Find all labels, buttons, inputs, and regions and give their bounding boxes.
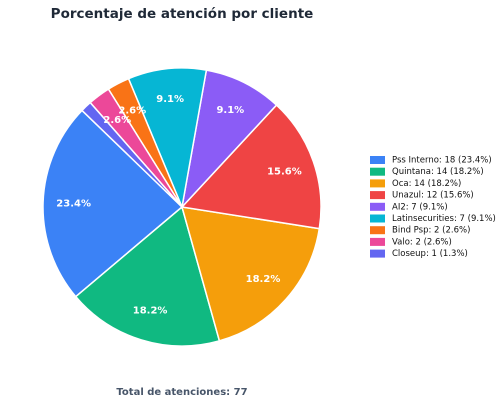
pie-slice	[80, 101, 183, 208]
legend-label: Oca: 14 (18.2%)	[392, 179, 461, 189]
legend-swatch	[370, 226, 385, 235]
legend-label: Bind Psp: 2 (2.6%)	[392, 226, 470, 236]
data-label: 23.4%	[56, 198, 91, 209]
pie-slice	[180, 206, 321, 342]
pie-slice	[42, 109, 184, 298]
chart-title: Porcentaje de atención por cliente	[51, 6, 314, 22]
legend-label: Quintana: 14 (18.2%)	[392, 167, 484, 177]
pie-slice	[127, 67, 208, 210]
data-label: 18.2%	[246, 274, 281, 285]
pie-slice	[180, 104, 322, 230]
data-label: 18.2%	[133, 306, 168, 317]
footer: Total de atenciones: 77	[116, 387, 247, 398]
data-label: 15.6%	[267, 166, 302, 177]
legend-swatch	[370, 237, 385, 246]
legend-swatch	[370, 202, 385, 211]
data-label: 2.6%	[103, 115, 131, 126]
legend-swatch	[370, 179, 385, 188]
legend-label: Closeup: 1 (1.3%)	[392, 249, 468, 259]
legend-label: Valo: 2 (2.6%)	[392, 237, 452, 247]
pie-slice	[74, 205, 221, 347]
legend-swatch	[370, 167, 385, 176]
data-label: 9.1%	[216, 105, 244, 116]
legend-label: Pss Interno: 18 (23.4%)	[392, 156, 492, 166]
legend-swatch	[370, 249, 385, 258]
pie-slice	[180, 69, 278, 210]
legend-label: AI2: 7 (9.1%)	[392, 202, 448, 212]
legend-swatch	[370, 214, 385, 223]
data-label: 9.1%	[156, 94, 184, 105]
legend-swatch	[370, 156, 385, 164]
legend-label: Unazul: 12 (15.6%)	[392, 191, 474, 201]
data-label: 2.6%	[118, 106, 146, 117]
legend-swatch	[370, 191, 385, 200]
legend-label: Latinsecurities: 7 (9.1%)	[392, 214, 496, 224]
